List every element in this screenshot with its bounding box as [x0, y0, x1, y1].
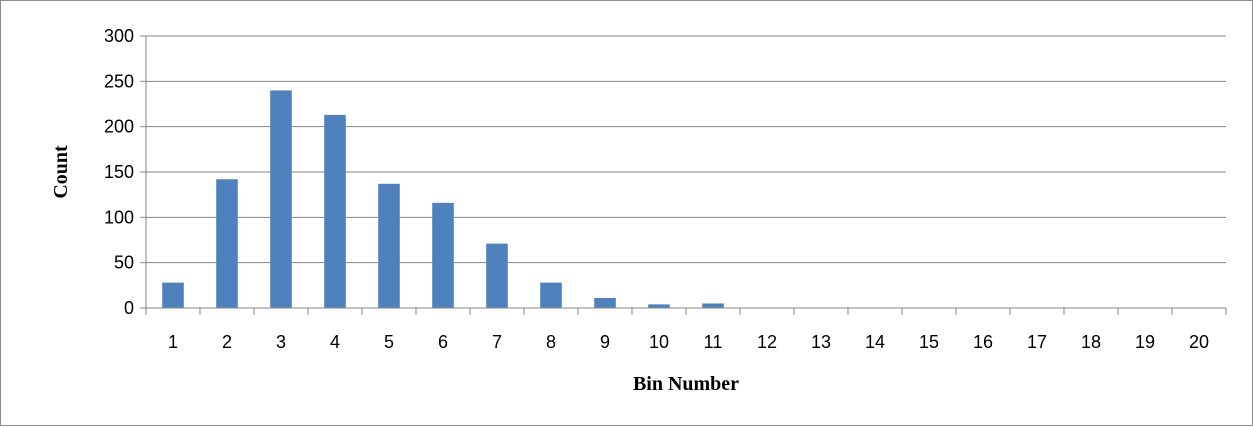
x-tick-label: 14 [865, 332, 885, 352]
y-tick-label: 100 [104, 207, 134, 227]
x-tick-label: 19 [1135, 332, 1155, 352]
bar-1 [162, 282, 184, 308]
x-tick-label: 18 [1081, 332, 1101, 352]
y-tick-label: 250 [104, 71, 134, 91]
bar-4 [324, 114, 346, 308]
x-tick-label: 2 [222, 332, 232, 352]
gridlines [140, 35, 1226, 309]
x-tick-label: 15 [919, 332, 939, 352]
x-tick-label: 4 [330, 332, 340, 352]
x-tick-label: 16 [973, 332, 993, 352]
bar-3 [270, 90, 292, 309]
x-tick-label: 13 [811, 332, 831, 352]
y-tick-label: 200 [104, 117, 134, 137]
y-tick-label: 300 [104, 26, 134, 46]
x-tick-label: 7 [492, 332, 502, 352]
bar-11 [702, 303, 724, 308]
x-tick-label: 6 [438, 332, 448, 352]
bar-2 [216, 179, 238, 308]
bar-8 [540, 282, 562, 308]
x-tick-label: 17 [1027, 332, 1047, 352]
y-tick-label: 50 [114, 253, 134, 273]
bars [162, 90, 724, 309]
bar-10 [648, 304, 670, 308]
y-tick-labels: 0 50 100 150 200 250 300 [104, 26, 134, 318]
x-tick-label: 20 [1189, 332, 1209, 352]
x-tick-label: 3 [276, 332, 286, 352]
bar-9 [594, 298, 616, 308]
x-tick-label: 8 [546, 332, 556, 352]
x-axis-title: Bin Number [633, 373, 739, 395]
y-tick-label: 150 [104, 162, 134, 182]
bar-6 [432, 202, 454, 308]
x-tick-label: 12 [757, 332, 777, 352]
y-axis-title: Count [50, 145, 72, 199]
x-axis [145, 307, 1227, 315]
x-tick-label: 1 [168, 332, 178, 352]
x-tick-label: 10 [649, 332, 669, 352]
x-tick-label: 11 [704, 332, 723, 352]
bar-5 [378, 183, 400, 308]
bar-7 [486, 243, 508, 308]
x-tick-label: 9 [600, 332, 610, 352]
x-tick-label: 5 [384, 332, 394, 352]
y-tick-label: 0 [124, 298, 134, 318]
x-tick-labels: 1 2 3 4 5 6 7 8 9 10 11 12 13 14 15 16 17 18 19 20 [168, 332, 1209, 352]
